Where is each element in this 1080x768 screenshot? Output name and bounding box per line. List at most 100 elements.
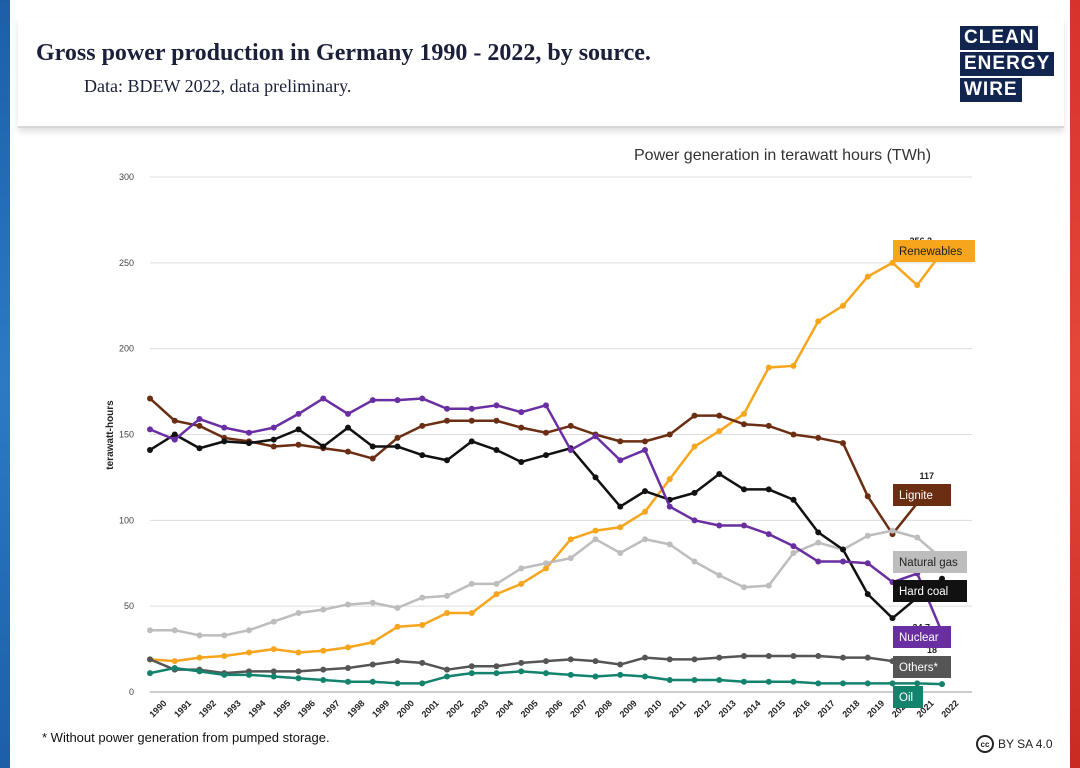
data-point	[592, 527, 599, 534]
data-point	[617, 671, 624, 678]
logo-line-1: CLEAN	[960, 26, 1039, 50]
data-point	[270, 618, 277, 625]
legend-swatch	[893, 626, 951, 648]
data-point	[246, 627, 252, 634]
logo-line-2: ENERGY	[960, 52, 1055, 76]
data-point	[567, 555, 574, 562]
data-point	[444, 673, 450, 680]
data-point	[642, 508, 648, 515]
legend-entry: Others*	[899, 662, 939, 674]
legend-swatch	[893, 686, 923, 708]
data-point	[939, 681, 945, 688]
data-point	[765, 422, 772, 429]
data-point	[493, 591, 500, 598]
data-point	[741, 652, 747, 659]
x-tick-label: 2010	[642, 698, 663, 719]
data-point	[889, 527, 896, 534]
x-tick-label: 2009	[618, 698, 639, 719]
data-point	[345, 410, 351, 417]
legend-entry: Natural gas	[899, 557, 958, 569]
data-point	[543, 452, 549, 459]
data-point	[518, 565, 525, 572]
data-point	[419, 680, 426, 687]
data-point	[815, 434, 822, 441]
data-point	[171, 658, 178, 665]
x-tick-label: 2003	[469, 698, 490, 719]
legend-swatch	[893, 580, 967, 602]
left-border	[0, 0, 10, 768]
data-point	[419, 422, 426, 429]
data-point	[369, 443, 376, 450]
chart-title: Power generation in terawatt hours (TWh)	[634, 147, 932, 164]
data-point	[419, 452, 426, 459]
data-point	[790, 678, 797, 685]
data-point	[221, 424, 228, 431]
data-point	[642, 654, 648, 661]
data-point	[345, 448, 351, 455]
data-point	[295, 426, 302, 433]
data-point	[840, 654, 846, 661]
data-point	[765, 678, 772, 685]
x-tick-label: 2006	[543, 698, 564, 719]
legend-swatch	[893, 484, 951, 506]
data-point	[270, 424, 277, 431]
data-point	[691, 517, 698, 524]
legend-entry: Renewables	[899, 246, 963, 258]
data-point	[592, 658, 599, 665]
data-point	[765, 486, 772, 493]
data-point	[642, 536, 648, 543]
legend-entry: Nuclear	[899, 632, 939, 644]
data-point	[716, 470, 723, 477]
x-tick-label: 1997	[321, 698, 342, 719]
data-point	[543, 670, 549, 677]
x-tick-label: 2019	[865, 698, 886, 719]
data-point	[369, 397, 376, 404]
data-point	[419, 659, 426, 666]
data-point	[691, 676, 698, 683]
data-point	[493, 670, 500, 677]
data-point	[493, 446, 500, 453]
y-tick-label: 200	[119, 344, 134, 354]
data-point	[543, 560, 549, 567]
data-point	[617, 457, 624, 464]
data-point	[320, 676, 327, 683]
series-line-lignite	[149, 397, 943, 536]
data-point	[171, 436, 178, 443]
x-tick-label: 1993	[222, 698, 243, 719]
data-point	[493, 417, 500, 424]
x-tick-label: 2014	[741, 698, 762, 719]
data-point	[196, 632, 203, 639]
x-tick-label: 2000	[395, 698, 416, 719]
data-point	[642, 488, 648, 495]
x-tick-label: 2008	[593, 698, 614, 719]
data-point	[840, 558, 846, 565]
data-point	[444, 666, 450, 673]
x-tick-label: 2011	[667, 699, 688, 720]
data-point	[765, 531, 772, 538]
data-point	[468, 580, 475, 587]
y-tick-label: 150	[119, 430, 134, 440]
data-point	[840, 546, 846, 553]
data-point	[716, 676, 723, 683]
data-point	[864, 532, 871, 539]
data-point	[369, 639, 376, 646]
data-point	[642, 673, 648, 680]
data-point	[221, 652, 228, 659]
data-point	[196, 416, 203, 423]
x-tick-label: 2005	[519, 698, 540, 719]
data-point	[543, 429, 549, 436]
data-point	[419, 395, 426, 402]
data-point	[444, 592, 450, 599]
data-point	[642, 446, 648, 453]
data-point	[295, 675, 302, 682]
data-point	[246, 440, 252, 447]
x-tick-label: 2012	[692, 698, 713, 719]
data-point	[666, 476, 673, 483]
data-point	[419, 622, 426, 629]
legend-swatch	[893, 656, 951, 678]
data-point	[394, 604, 401, 611]
data-point	[518, 424, 525, 431]
right-border	[1070, 0, 1080, 768]
data-point	[716, 654, 723, 661]
data-point	[369, 661, 376, 668]
